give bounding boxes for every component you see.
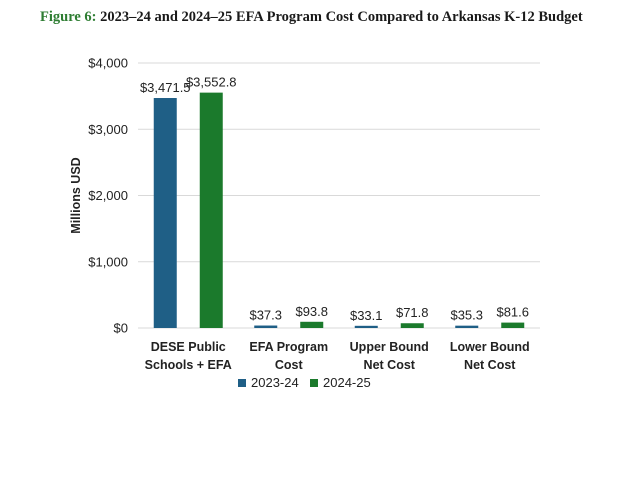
x-category-label: Schools + EFA bbox=[145, 358, 232, 372]
x-category-label: Lower Bound bbox=[450, 340, 530, 354]
bar bbox=[501, 322, 525, 328]
y-axis-label: Millions USD bbox=[69, 157, 83, 233]
legend-swatch bbox=[310, 379, 318, 387]
data-label: $3,552.8 bbox=[186, 75, 237, 90]
y-tick-label: $2,000 bbox=[88, 188, 128, 203]
data-label: $3,471.5 bbox=[140, 80, 191, 95]
data-label: $71.8 bbox=[396, 305, 429, 320]
y-tick-label: $4,000 bbox=[88, 56, 128, 71]
data-label: $81.6 bbox=[496, 305, 529, 320]
x-category-label: DESE Public bbox=[151, 340, 226, 354]
figure-title-text: 2023–24 and 2024–25 EFA Program Cost Com… bbox=[100, 9, 583, 25]
bar bbox=[153, 98, 177, 328]
bar bbox=[300, 321, 324, 328]
y-tick-label: $3,000 bbox=[88, 122, 128, 137]
legend-swatch bbox=[238, 379, 246, 387]
bar bbox=[354, 325, 378, 328]
figure-label: Figure 6: bbox=[40, 9, 97, 25]
x-category-label: EFA Program bbox=[249, 340, 328, 354]
data-label: $33.1 bbox=[350, 308, 383, 323]
data-label: $35.3 bbox=[450, 308, 483, 323]
x-category-label: Net Cost bbox=[464, 358, 516, 372]
x-category-label: Cost bbox=[275, 358, 304, 372]
figure-title: Figure 6: 2023–24 and 2024–25 EFA Progra… bbox=[40, 9, 620, 26]
y-tick-label: $0 bbox=[114, 321, 128, 336]
legend-label: 2024-25 bbox=[323, 375, 371, 390]
legend-label: 2023-24 bbox=[251, 375, 299, 390]
bar bbox=[254, 325, 278, 328]
data-label: $37.3 bbox=[249, 308, 282, 323]
data-label: $93.8 bbox=[295, 304, 328, 319]
x-category-label: Upper Bound bbox=[350, 340, 429, 354]
bar bbox=[199, 92, 223, 328]
bar bbox=[400, 323, 424, 328]
bar bbox=[455, 325, 479, 328]
y-tick-label: $1,000 bbox=[88, 254, 128, 269]
x-category-label: Net Cost bbox=[364, 358, 416, 372]
